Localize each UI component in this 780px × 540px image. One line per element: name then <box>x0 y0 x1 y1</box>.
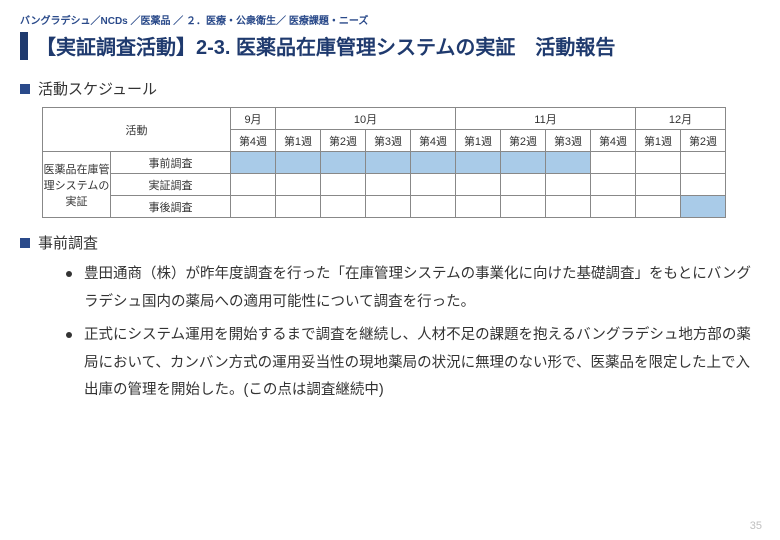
square-bullet-icon <box>20 84 30 94</box>
sched-cell <box>366 152 411 174</box>
table-header-months: 活動 9月 10月 11月 12月 <box>43 108 726 130</box>
list-item: 正式にシステム運用を開始するまで調査を継続し、人材不足の課題を抱えるバングラデシ… <box>66 322 760 405</box>
week-header: 第4週 <box>591 130 636 152</box>
table-row: 医薬品在庫管理システムの実証 事前調査 <box>43 152 726 174</box>
sched-cell <box>321 174 366 196</box>
sched-cell <box>681 196 726 218</box>
list-item: 豊田通商（株）が昨年度調査を行った「在庫管理システムの事業化に向けた基礎調査」を… <box>66 261 760 316</box>
week-header: 第3週 <box>546 130 591 152</box>
sched-cell <box>411 174 456 196</box>
sched-cell <box>546 152 591 174</box>
sched-cell <box>501 152 546 174</box>
sched-cell <box>321 196 366 218</box>
sched-cell <box>231 174 276 196</box>
week-header: 第2週 <box>321 130 366 152</box>
bullet-text: 豊田通商（株）が昨年度調査を行った「在庫管理システムの事業化に向けた基礎調査」を… <box>84 261 760 316</box>
sched-cell <box>681 174 726 196</box>
sched-cell <box>501 196 546 218</box>
sched-cell <box>276 174 321 196</box>
section-schedule-label: 活動スケジュール <box>38 78 157 99</box>
month-header: 11月 <box>456 108 636 130</box>
sched-cell <box>411 152 456 174</box>
row-label: 事後調査 <box>111 196 231 218</box>
sched-cell <box>591 152 636 174</box>
sched-cell <box>636 174 681 196</box>
page-title-row: 【実証調査活動】2-3. 医薬品在庫管理システムの実証 活動報告 <box>20 31 760 60</box>
week-header: 第3週 <box>366 130 411 152</box>
sched-cell <box>591 196 636 218</box>
section-presurvey-label: 事前調査 <box>38 232 98 253</box>
month-header: 10月 <box>276 108 456 130</box>
sched-cell <box>501 174 546 196</box>
row-label: 事前調査 <box>111 152 231 174</box>
section-presurvey-header: 事前調査 <box>20 232 760 253</box>
sched-cell <box>546 174 591 196</box>
breadcrumb: バングラデシュ／NCDs ／医薬品 ／ ２．医療・公衆衛生／ 医療課題・ニーズ <box>20 12 760 27</box>
bullet-icon <box>66 332 72 338</box>
sched-cell <box>276 152 321 174</box>
sched-cell <box>456 196 501 218</box>
bullet-text: 正式にシステム運用を開始するまで調査を継続し、人材不足の課題を抱えるバングラデシ… <box>84 322 760 405</box>
sched-cell <box>456 152 501 174</box>
week-header: 第4週 <box>231 130 276 152</box>
section-schedule-header: 活動スケジュール <box>20 78 760 99</box>
sched-cell <box>321 152 366 174</box>
table-row: 実証調査 <box>43 174 726 196</box>
page-title: 【実証調査活動】2-3. 医薬品在庫管理システムの実証 活動報告 <box>36 31 615 60</box>
row-label: 実証調査 <box>111 174 231 196</box>
table-row: 事後調査 <box>43 196 726 218</box>
week-header: 第2週 <box>501 130 546 152</box>
sched-cell <box>231 196 276 218</box>
sched-cell <box>456 174 501 196</box>
group-label-cell: 医薬品在庫管理システムの実証 <box>43 152 111 218</box>
sched-cell <box>636 196 681 218</box>
week-header: 第1週 <box>636 130 681 152</box>
sched-cell <box>411 196 456 218</box>
sched-cell <box>366 174 411 196</box>
sched-cell <box>366 196 411 218</box>
sched-cell <box>276 196 321 218</box>
schedule-table: 活動 9月 10月 11月 12月 第4週 第1週 第2週 第3週 第4週 第1… <box>42 107 726 218</box>
week-header: 第1週 <box>456 130 501 152</box>
page-number: 35 <box>750 520 762 532</box>
activity-header: 活動 <box>43 108 231 152</box>
month-header: 12月 <box>636 108 726 130</box>
square-bullet-icon <box>20 238 30 248</box>
sched-cell <box>546 196 591 218</box>
bullet-list: 豊田通商（株）が昨年度調査を行った「在庫管理システムの事業化に向けた基礎調査」を… <box>66 261 760 405</box>
month-header: 9月 <box>231 108 276 130</box>
sched-cell <box>591 174 636 196</box>
sched-cell <box>231 152 276 174</box>
week-header: 第2週 <box>681 130 726 152</box>
week-header: 第4週 <box>411 130 456 152</box>
bullet-icon <box>66 271 72 277</box>
sched-cell <box>636 152 681 174</box>
title-accent-bar <box>20 32 28 60</box>
week-header: 第1週 <box>276 130 321 152</box>
sched-cell <box>681 152 726 174</box>
